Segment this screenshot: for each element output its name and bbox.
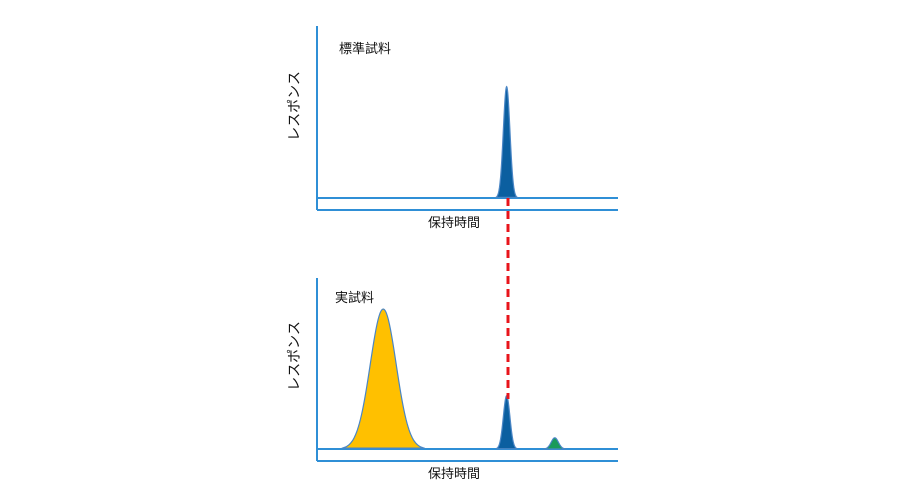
chart-title: 標準試料 <box>339 41 391 57</box>
peak-3 <box>543 437 567 450</box>
x-axis-label: 保持時間 <box>428 467 480 482</box>
chart-standard-sample: 標準試料 レスポンス 保持時間 <box>287 26 618 231</box>
peaks <box>341 308 567 450</box>
peaks <box>494 85 520 198</box>
peak-1 <box>494 85 520 198</box>
chart-real-sample: 実試料 レスポンス 保持時間 <box>287 278 618 482</box>
x-axis-label: 保持時間 <box>428 216 480 231</box>
peak-2 <box>495 395 518 450</box>
y-axis-label: レスポンス <box>287 321 303 391</box>
y-axis-label: レスポンス <box>287 71 303 141</box>
chart-title: 実試料 <box>335 290 374 306</box>
peak-1 <box>341 308 425 449</box>
